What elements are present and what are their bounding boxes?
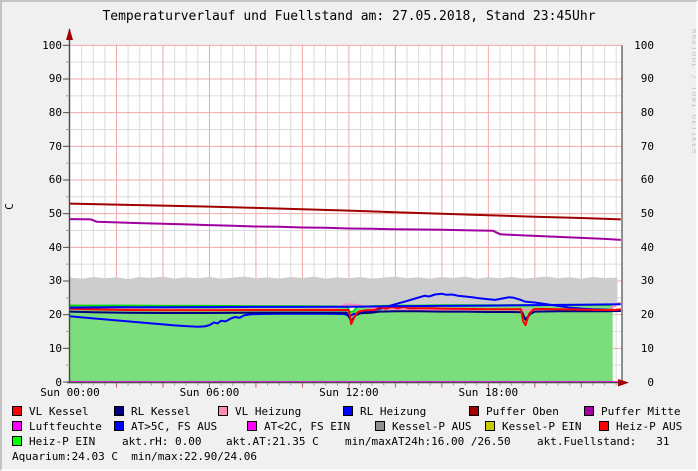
graph-title: Temperaturverlauf und Fuellstand am: 27.… <box>102 9 596 24</box>
series-line-rl-heizung <box>69 303 621 309</box>
series-area-heiz-p-ein <box>70 304 613 382</box>
x-axis-arrow <box>618 379 629 387</box>
series-line-rl-kessel <box>69 310 621 323</box>
y-axis-arrow <box>66 28 73 40</box>
series-line-puffer-oben <box>69 202 621 221</box>
series-line-puffer-mitte <box>69 218 621 241</box>
series-line-vl-kessel <box>69 305 621 327</box>
